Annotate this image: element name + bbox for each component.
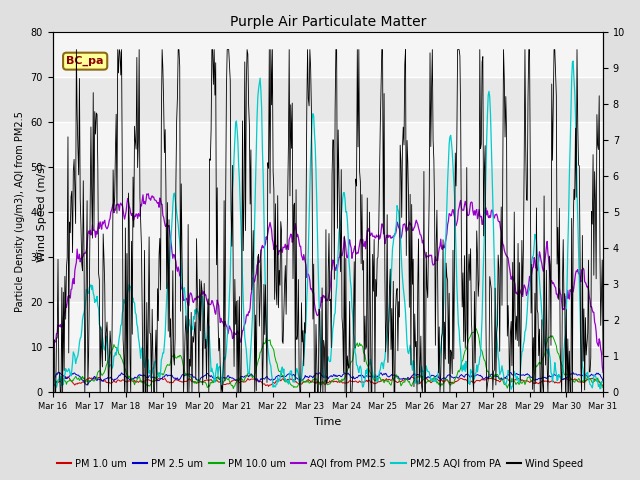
Bar (52, 122, 603, 167)
Bar (52, 302, 603, 347)
Bar (52, 167, 603, 212)
Bar (52, 77, 603, 122)
Bar (52, 257, 603, 302)
Legend: PM 1.0 um, PM 2.5 um, PM 10.0 um, AQI from PM2.5, PM2.5 AQI from PA, Wind Speed: PM 1.0 um, PM 2.5 um, PM 10.0 um, AQI fr… (53, 455, 587, 473)
Bar (52, 212, 603, 257)
Bar (52, 347, 603, 392)
Bar (52, 32, 603, 77)
Title: Purple Air Particulate Matter: Purple Air Particulate Matter (230, 15, 426, 29)
X-axis label: Time: Time (314, 417, 342, 427)
Text: BC_pa: BC_pa (67, 56, 104, 66)
Y-axis label: Wind Speed (m/s): Wind Speed (m/s) (37, 162, 47, 262)
Y-axis label: Particle Density (ug/m3), AQI from PM2.5: Particle Density (ug/m3), AQI from PM2.5 (15, 111, 25, 312)
